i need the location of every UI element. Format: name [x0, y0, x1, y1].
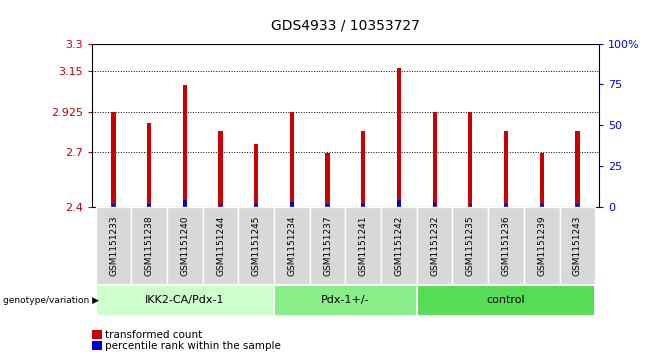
- Text: GSM1151236: GSM1151236: [501, 216, 511, 276]
- Text: GSM1151239: GSM1151239: [537, 216, 546, 276]
- Bar: [290, 111, 294, 207]
- Bar: [254, 144, 259, 207]
- Bar: [147, 123, 151, 207]
- Text: GSM1151244: GSM1151244: [216, 216, 225, 276]
- Bar: [504, 131, 508, 207]
- Bar: [540, 204, 544, 207]
- Bar: [183, 200, 187, 207]
- Text: GSM1151242: GSM1151242: [394, 216, 403, 276]
- Bar: [218, 204, 222, 207]
- Bar: [326, 204, 330, 207]
- Text: GSM1151234: GSM1151234: [288, 216, 297, 276]
- Text: GSM1151241: GSM1151241: [359, 216, 368, 276]
- Bar: [432, 111, 437, 207]
- Bar: [183, 85, 187, 207]
- Text: GSM1151237: GSM1151237: [323, 216, 332, 276]
- Bar: [540, 153, 544, 207]
- Bar: [112, 204, 115, 207]
- Bar: [361, 131, 365, 207]
- Text: IKK2-CA/Pdx-1: IKK2-CA/Pdx-1: [145, 295, 224, 305]
- Text: control: control: [487, 295, 525, 305]
- Bar: [576, 204, 579, 207]
- Text: GSM1151240: GSM1151240: [180, 216, 190, 276]
- Text: transformed count: transformed count: [105, 330, 203, 340]
- Bar: [468, 111, 472, 207]
- Text: Pdx-1+/-: Pdx-1+/-: [321, 295, 370, 305]
- Text: GSM1151235: GSM1151235: [466, 216, 475, 276]
- Text: GDS4933 / 10353727: GDS4933 / 10353727: [271, 18, 420, 32]
- Text: GSM1151233: GSM1151233: [109, 216, 118, 276]
- Text: GSM1151243: GSM1151243: [573, 216, 582, 276]
- Text: genotype/variation ▶: genotype/variation ▶: [3, 296, 99, 305]
- Bar: [147, 204, 151, 207]
- Bar: [326, 153, 330, 207]
- Text: GSM1151245: GSM1151245: [252, 216, 261, 276]
- Bar: [255, 204, 258, 207]
- Text: percentile rank within the sample: percentile rank within the sample: [105, 340, 281, 351]
- Bar: [575, 131, 580, 207]
- Bar: [397, 68, 401, 207]
- Bar: [468, 204, 472, 207]
- Bar: [290, 202, 293, 207]
- Bar: [361, 204, 365, 207]
- Bar: [433, 202, 436, 207]
- Text: GSM1151232: GSM1151232: [430, 216, 439, 276]
- Bar: [397, 200, 401, 207]
- Bar: [111, 111, 116, 207]
- Bar: [218, 131, 222, 207]
- Bar: [504, 204, 508, 207]
- Text: GSM1151238: GSM1151238: [145, 216, 154, 276]
